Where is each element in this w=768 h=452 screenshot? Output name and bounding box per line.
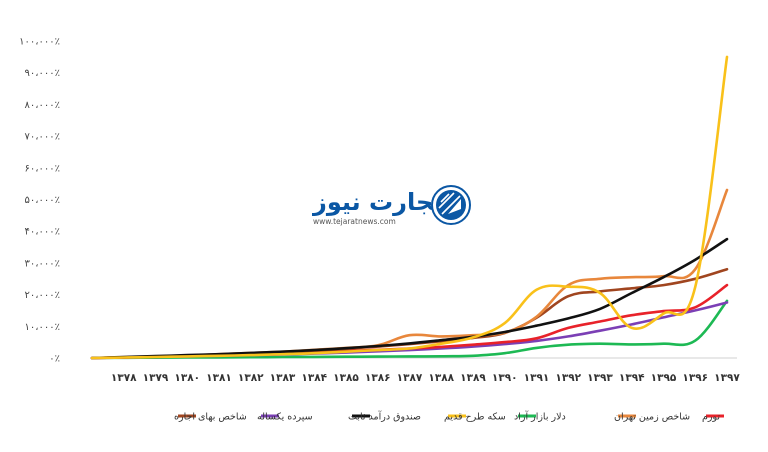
y-tick-label: ۰٪ bbox=[49, 354, 60, 365]
logo-name: تجارت نیوز bbox=[312, 188, 442, 216]
x-tick-label: ۱۳۸۴ bbox=[301, 372, 327, 384]
series-line-3 bbox=[90, 55, 729, 360]
y-tick-label: ۸۰،۰۰۰٪ bbox=[25, 100, 60, 111]
x-tick-label: ۱۳۹۶ bbox=[682, 372, 708, 384]
legend: تورم شاخص زمین تهران دلار بازار آزاد سکه طر… bbox=[174, 410, 724, 423]
x-tick-label: ۱۳۸۲ bbox=[238, 372, 264, 384]
y-tick-label: ۶۰،۰۰۰٪ bbox=[25, 163, 60, 174]
x-tick-label: ۱۳۸۰ bbox=[174, 372, 200, 384]
x-tick-label: ۱۳۸۳ bbox=[270, 372, 296, 384]
series-lines bbox=[90, 55, 729, 360]
y-tick-label: ۷۰،۰۰۰٪ bbox=[25, 132, 60, 143]
logo-background bbox=[305, 182, 475, 230]
x-tick-label: ۱۳۸۷ bbox=[397, 372, 423, 384]
x-tick-label: ۱۳۸۸ bbox=[428, 372, 454, 384]
legend-label: سکه طرح قدیم bbox=[444, 412, 506, 423]
legend-label: تورم bbox=[702, 412, 720, 423]
y-tick-label: ۳۰،۰۰۰٪ bbox=[25, 258, 60, 269]
logo-watermark: تجارت نیوز www.tejaratnews.com bbox=[305, 182, 475, 230]
x-tick-label: ۱۳۷۸ bbox=[111, 372, 137, 384]
legend-label: دلار بازار آزاد bbox=[514, 410, 566, 423]
x-tick-label: ۱۳۹۴ bbox=[619, 372, 645, 384]
x-tick-label: ۱۳۹۰ bbox=[492, 372, 518, 384]
series-line-0 bbox=[90, 283, 729, 360]
x-tick-label: ۱۳۹۵ bbox=[651, 372, 677, 384]
y-tick-label: ۲۰،۰۰۰٪ bbox=[25, 290, 60, 301]
x-tick-label: ۱۳۸۵ bbox=[333, 372, 359, 384]
legend-label: شاخص زمین تهران bbox=[614, 412, 690, 423]
x-tick-label: ۱۳۸۱ bbox=[206, 372, 232, 384]
x-tick-label: ۱۳۹۲ bbox=[555, 372, 581, 384]
logo-url: www.tejaratnews.com bbox=[313, 217, 396, 226]
legend-label: شاخص بهای اجاره bbox=[174, 412, 247, 423]
y-tick-label: ۱۰،۰۰۰٪ bbox=[25, 322, 60, 333]
x-tick-label: ۱۳۹۱ bbox=[524, 372, 550, 384]
x-tick-label: ۱۳۸۶ bbox=[365, 372, 391, 384]
x-tick-label: ۱۳۹۳ bbox=[587, 372, 613, 384]
x-tick-label: ۱۳۸۹ bbox=[460, 372, 486, 384]
legend-label: صندوق درآمد ثابت bbox=[348, 410, 421, 423]
logo-globe-icon bbox=[431, 185, 471, 225]
y-tick-label: ۱۰۰،۰۰۰٪ bbox=[19, 37, 60, 48]
y-axis: ۰٪ ۱۰،۰۰۰٪ ۲۰،۰۰۰٪ ۳۰،۰۰۰٪ ۴۰،۰۰۰٪ ۵۰،۰۰۰٪ ۶۰،… bbox=[19, 37, 60, 365]
y-tick-label: ۵۰،۰۰۰٪ bbox=[25, 195, 60, 206]
y-tick-label: ۴۰،۰۰۰٪ bbox=[25, 227, 60, 238]
x-tick-label: ۱۳۷۹ bbox=[143, 372, 169, 384]
x-axis: ۱۳۷۸ ۱۳۷۹ ۱۳۸۰ ۱۳۸۱ ۱۳۸۲ ۱۳۸۳ ۱۳۸۴ ۱۳۸۵ ۱۳۸۶ ۱۳۸۷… bbox=[92, 357, 740, 384]
y-tick-label: ۹۰،۰۰۰٪ bbox=[25, 68, 60, 79]
series-line-4 bbox=[90, 237, 729, 360]
x-tick-label: ۱۳۹۷ bbox=[714, 372, 740, 384]
legend-label: سپرده یکساله bbox=[257, 412, 313, 423]
